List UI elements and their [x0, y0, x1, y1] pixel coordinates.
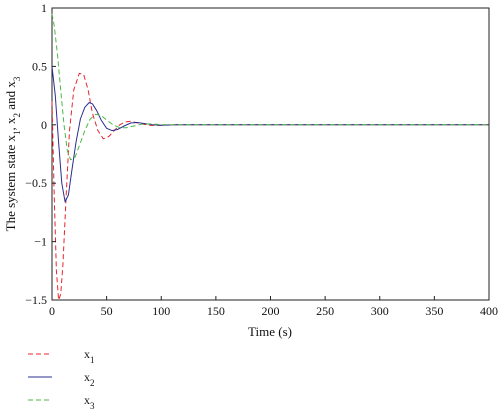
y-tick-label: 1 — [41, 1, 47, 15]
legend: x1 x2 x3 — [28, 347, 95, 411]
legend-label-x2: x2 — [84, 370, 95, 388]
y-tick-label: 0 — [41, 118, 47, 132]
y-tick-label: 0.5 — [32, 59, 47, 73]
y-tick-label: −0.5 — [25, 176, 47, 190]
x-tick-label: 400 — [480, 304, 498, 318]
x-axis-label: Time (s) — [248, 324, 292, 339]
x-tick-label: 350 — [425, 304, 443, 318]
series-layer — [51, 13, 489, 301]
x-tick-label: 50 — [101, 304, 113, 318]
y-axis-label: The system state x1, x2 and x3 — [3, 76, 22, 231]
series-line-x3 — [51, 13, 489, 161]
x-tick-label: 200 — [262, 304, 280, 318]
series-line-x1 — [51, 72, 489, 301]
y-tick-label: −1 — [34, 235, 47, 249]
y-tick-label: −1.5 — [25, 293, 47, 307]
x-tick-label: 300 — [371, 304, 389, 318]
x-tick-label: 250 — [316, 304, 334, 318]
series-line-x2 — [51, 66, 489, 203]
x-tick-label: 0 — [49, 304, 55, 318]
plot-frame — [51, 7, 490, 301]
legend-label-x1: x1 — [84, 347, 95, 365]
x-tick-label: 150 — [207, 304, 225, 318]
x-axis: 0 50 100 150 200 250 300 350 400 — [49, 296, 498, 318]
legend-label-x3: x3 — [84, 393, 95, 411]
y-axis: 1 0.5 0 −0.5 −1 −1.5 — [25, 1, 56, 307]
x-tick-label: 100 — [152, 304, 170, 318]
